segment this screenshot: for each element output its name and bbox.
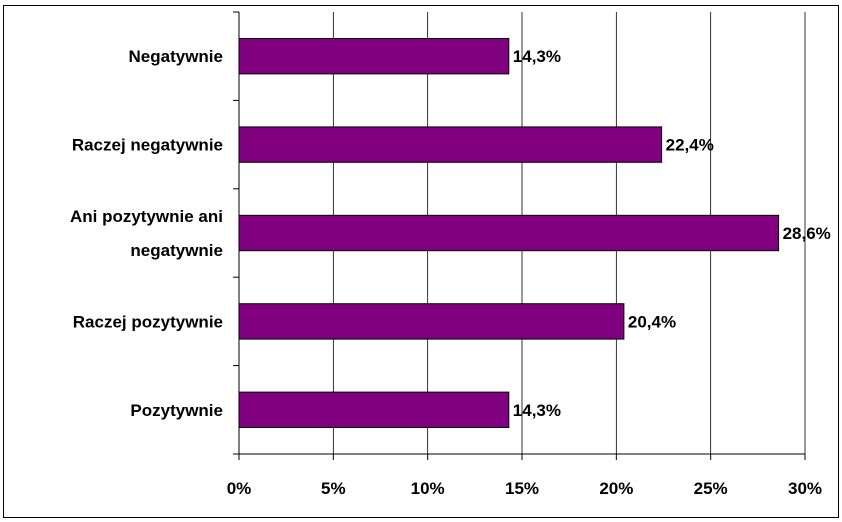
axes [233,11,806,460]
x-tick-label: 20% [599,479,633,498]
labels: 0% 5% 10% 15% 20% 25% 30% Negatywnie 14,3% Raczej… [70,47,831,498]
category-label: Negatywnie [129,47,223,66]
x-tick-label: 10% [411,479,445,498]
category-label: Raczej pozytywnie [73,312,223,331]
bar [238,126,663,163]
data-label: 14,3% [513,401,561,420]
bar [238,303,625,340]
category-label: Raczej negatywnie [72,136,223,155]
bar [238,391,510,428]
category-label: Ani pozytywnie ani [70,207,223,226]
x-tick-label: 30% [788,479,822,498]
category-label: Pozytywnie [130,401,223,420]
x-tick-label: 5% [321,479,346,498]
category-label: negatywnie [130,241,223,260]
data-label: 28,6% [783,224,831,243]
data-label: 22,4% [666,136,714,155]
chart-frame: 0% 5% 10% 15% 20% 25% 30% Negatywnie 14,3% Raczej… [3,5,839,518]
data-label: 14,3% [513,47,561,66]
x-tick-label: 0% [227,479,252,498]
bars [238,38,780,428]
bar [238,214,780,252]
bar-chart: 0% 5% 10% 15% 20% 25% 30% Negatywnie 14,3% Raczej… [70,11,831,498]
data-label: 20,4% [628,312,676,331]
x-tick-label: 15% [505,479,539,498]
x-tick-label: 25% [694,479,728,498]
bar [238,38,510,75]
